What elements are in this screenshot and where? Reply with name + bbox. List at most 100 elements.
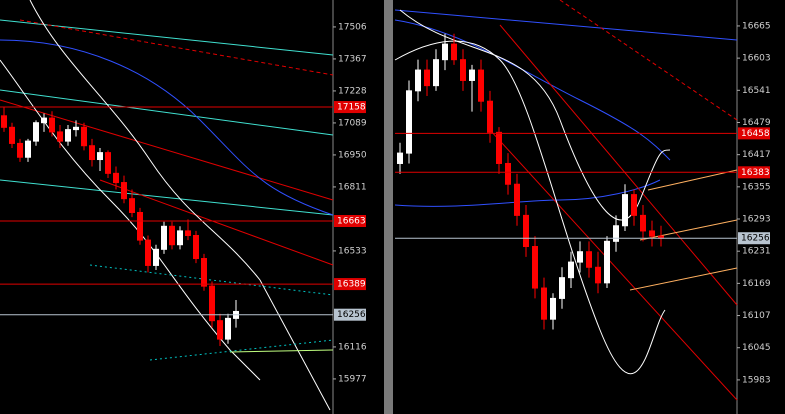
price-tag — [334, 278, 366, 291]
trend-line — [149, 339, 334, 361]
candle-body — [631, 194, 637, 216]
candle-body — [550, 297, 556, 320]
price-tag-label: 16383 — [741, 168, 770, 178]
candle-body — [424, 69, 430, 87]
candle-body — [505, 162, 511, 185]
y-tick-label: 15983 — [742, 375, 771, 385]
y-tick-label: 16231 — [742, 247, 771, 257]
candle-body — [442, 43, 448, 61]
price-tag — [738, 127, 770, 140]
candle-body — [169, 225, 175, 246]
band-line — [394, 40, 666, 375]
price-tag-label: 17158 — [337, 103, 366, 113]
candle-body — [25, 140, 31, 158]
y-tick-label: 17367 — [338, 54, 367, 64]
candle-body — [613, 225, 619, 242]
y-tick-label: 16293 — [742, 215, 771, 225]
y-tick-label: 17228 — [338, 86, 367, 96]
trend-line — [499, 24, 738, 306]
trend-line — [0, 99, 334, 201]
candle-body — [209, 285, 215, 322]
candle-body — [640, 214, 646, 232]
candle-body — [496, 131, 502, 164]
candle-body — [113, 172, 119, 184]
trend-line — [19, 19, 334, 76]
candle-body — [622, 194, 628, 227]
y-tick-label: 16169 — [742, 279, 771, 289]
candle-body — [523, 214, 529, 248]
trend-line — [647, 169, 738, 191]
candle-body — [129, 198, 135, 213]
candle-body — [9, 126, 15, 144]
candle-body — [185, 230, 191, 237]
y-tick-label: 16665 — [742, 21, 771, 31]
candle-body — [17, 142, 23, 158]
y-tick-label: 16355 — [742, 182, 771, 192]
candle-body — [89, 145, 95, 161]
candle-body — [433, 59, 439, 87]
candle-body — [193, 235, 199, 260]
trend-line — [229, 349, 334, 353]
y-tick-label: 16603 — [742, 54, 771, 64]
price-tag — [334, 101, 366, 114]
band-line — [399, 9, 671, 221]
band-line — [29, 0, 331, 411]
candle-body — [153, 248, 159, 266]
candle-body — [406, 90, 412, 154]
y-tick-label: 16116 — [338, 342, 367, 352]
trend-line — [489, 129, 738, 401]
trend-line — [89, 264, 334, 296]
price-tag-label: 16256 — [741, 234, 770, 244]
candle-body — [201, 258, 207, 287]
candle-body — [145, 239, 151, 266]
trend-line — [0, 179, 334, 216]
panel-divider — [384, 0, 393, 414]
price-tag-label: 16663 — [337, 216, 366, 226]
candle-body — [73, 126, 79, 131]
candle-body — [514, 183, 520, 216]
band-line — [0, 59, 261, 381]
y-tick-label: 16479 — [742, 118, 771, 128]
trend-line — [99, 179, 334, 266]
y-tick-label: 17089 — [338, 118, 367, 128]
price-tag — [334, 308, 366, 321]
candle-body — [97, 152, 103, 161]
trend-line — [559, 0, 738, 121]
candle-body — [161, 225, 167, 250]
candle-body — [604, 240, 610, 284]
trend-line — [394, 9, 738, 41]
candle-body — [49, 117, 55, 133]
moving-average — [394, 19, 671, 161]
trend-line — [629, 267, 738, 291]
candle-body — [397, 152, 403, 164]
candle-body — [1, 115, 7, 128]
candle-body — [41, 117, 47, 124]
price-tag-label: 16389 — [337, 280, 366, 290]
candle-body — [65, 129, 71, 142]
y-tick-label: 16950 — [338, 150, 367, 160]
candle-body — [478, 69, 484, 102]
candle-body — [487, 100, 493, 133]
candle-body — [451, 43, 457, 61]
candle-body — [595, 266, 601, 284]
indicator-lines — [0, 0, 738, 411]
candle-body — [33, 122, 39, 142]
y-tick-label: 17506 — [338, 22, 367, 32]
candle-body — [559, 277, 565, 299]
moving-average — [0, 39, 334, 216]
candle-body — [137, 211, 143, 241]
y-tick-label: 15977 — [338, 374, 367, 384]
y-tick-label: 16811 — [338, 182, 367, 192]
price-tag-label: 16458 — [741, 129, 770, 139]
price-tag-label: 16256 — [337, 310, 366, 320]
candle-body — [532, 246, 538, 289]
candle-body — [568, 261, 574, 279]
trend-line — [0, 89, 334, 136]
candle-body — [586, 251, 592, 268]
y-tick-label: 16417 — [742, 150, 771, 160]
price-tag — [738, 232, 770, 245]
y-tick-label: 16107 — [742, 311, 771, 321]
candle-body — [217, 320, 223, 340]
y-tick-label: 16541 — [742, 86, 771, 96]
